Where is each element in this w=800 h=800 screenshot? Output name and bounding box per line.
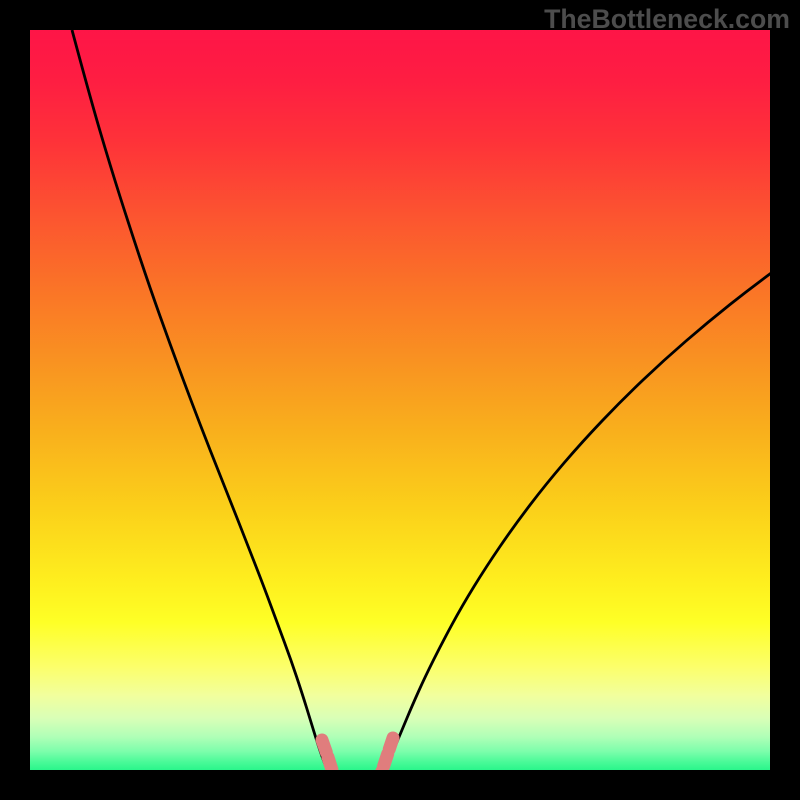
bottleneck-chart-svg xyxy=(0,0,800,800)
chart-background-gradient xyxy=(30,30,770,770)
chart-frame: TheBottleneck.com xyxy=(0,0,800,800)
watermark-text: TheBottleneck.com xyxy=(544,4,790,35)
